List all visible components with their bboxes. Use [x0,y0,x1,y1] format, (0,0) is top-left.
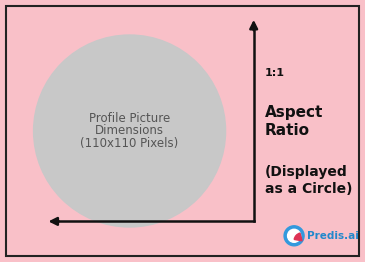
Text: Profile Picture: Profile Picture [89,112,170,124]
Text: Dimensions: Dimensions [95,124,164,138]
Text: 1:1: 1:1 [265,68,285,78]
Text: (110x110 Pixels): (110x110 Pixels) [80,138,179,150]
Circle shape [288,229,300,242]
Circle shape [34,35,226,227]
Circle shape [284,226,304,246]
Wedge shape [294,233,302,241]
Text: (Displayed
as a Circle): (Displayed as a Circle) [265,165,352,196]
Text: Predis.ai: Predis.ai [307,231,359,241]
Text: Aspect
Ratio: Aspect Ratio [265,105,323,138]
